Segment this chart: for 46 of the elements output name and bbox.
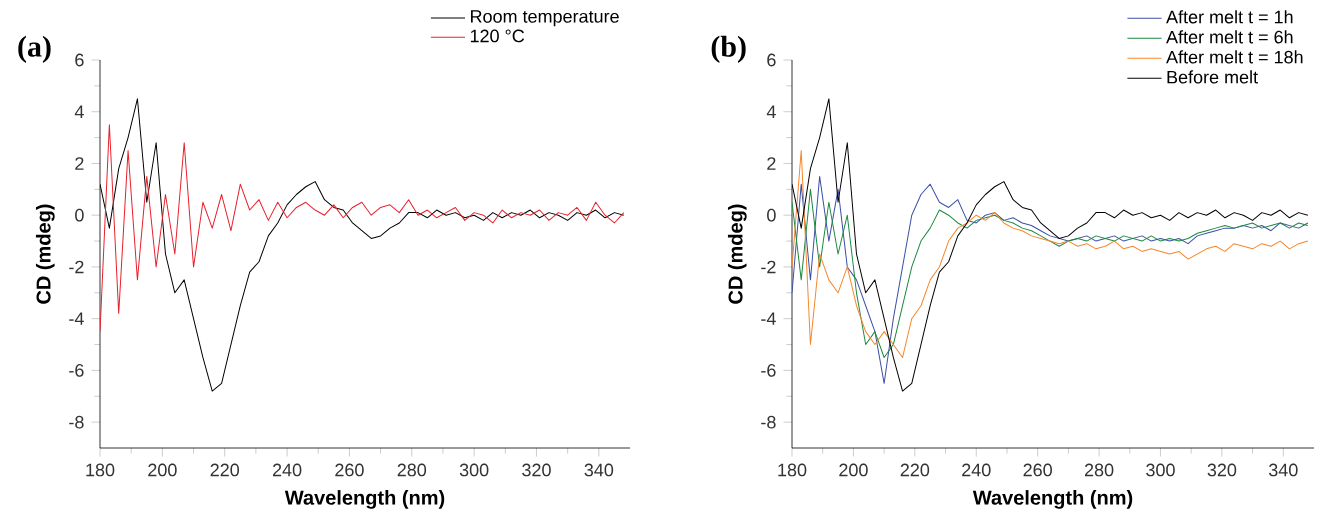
x-tick-label: 340 xyxy=(584,463,614,477)
y-tick-label: 2 xyxy=(75,157,84,170)
y-axis-title: CD (mdeg) xyxy=(35,204,55,304)
y-tick-label: 6 xyxy=(75,53,84,67)
x-tick-label: 220 xyxy=(900,463,930,477)
y-tick-label: 0 xyxy=(767,208,776,222)
y-tick-label: -2 xyxy=(761,260,776,274)
x-tick-label: 300 xyxy=(1146,463,1175,477)
legend-label: Room temperature xyxy=(471,10,619,27)
y-tick-label: 6 xyxy=(767,53,776,67)
x-tick-label: 220 xyxy=(210,463,240,477)
legend-label: 120 °C xyxy=(470,29,525,43)
legend-label: Before melt xyxy=(1167,70,1258,84)
y-tick-label: -6 xyxy=(69,364,84,377)
x-tick-label: 200 xyxy=(839,463,868,477)
x-tick-label: 340 xyxy=(1268,463,1298,477)
y-tick-label: -2 xyxy=(69,260,84,274)
x-tick-label: 200 xyxy=(148,463,177,477)
y-tick-label: -6 xyxy=(761,364,776,377)
y-tick-label: -8 xyxy=(69,415,84,429)
x-tick-label: 240 xyxy=(272,463,302,477)
x-tick-label: 180 xyxy=(778,463,807,477)
y-tick-label: 4 xyxy=(766,105,776,118)
y-axis-title: CD (mdeg) xyxy=(727,204,747,304)
x-tick-label: 320 xyxy=(1207,463,1237,477)
x-axis-title: Wavelength (nm) xyxy=(284,490,445,509)
y-tick-label: -4 xyxy=(761,312,776,325)
x-tick-label: 260 xyxy=(1023,463,1052,477)
x-tick-label: 320 xyxy=(522,463,551,477)
x-tick-label: 280 xyxy=(397,463,427,477)
x-tick-label: 260 xyxy=(335,463,364,477)
y-tick-label: 4 xyxy=(74,105,84,118)
y-tick-label: 2 xyxy=(767,157,776,170)
legend-label: After melt t = 1h xyxy=(1166,10,1293,24)
chart-title: (b) xyxy=(711,35,746,63)
y-tick-label: -8 xyxy=(761,415,776,429)
x-axis-title: Wavelength (nm) xyxy=(972,490,1133,509)
x-tick-label: 180 xyxy=(86,463,115,477)
y-tick-label: -4 xyxy=(69,312,84,325)
y-tick-label: 0 xyxy=(75,208,84,222)
chart-title: (a) xyxy=(18,35,51,63)
x-tick-label: 240 xyxy=(962,463,991,477)
x-tick-label: 280 xyxy=(1084,463,1114,477)
legend-label: After melt t = 18h xyxy=(1166,50,1303,64)
x-tick-label: 300 xyxy=(459,463,489,477)
legend-label: After melt t = 6h xyxy=(1166,30,1293,44)
